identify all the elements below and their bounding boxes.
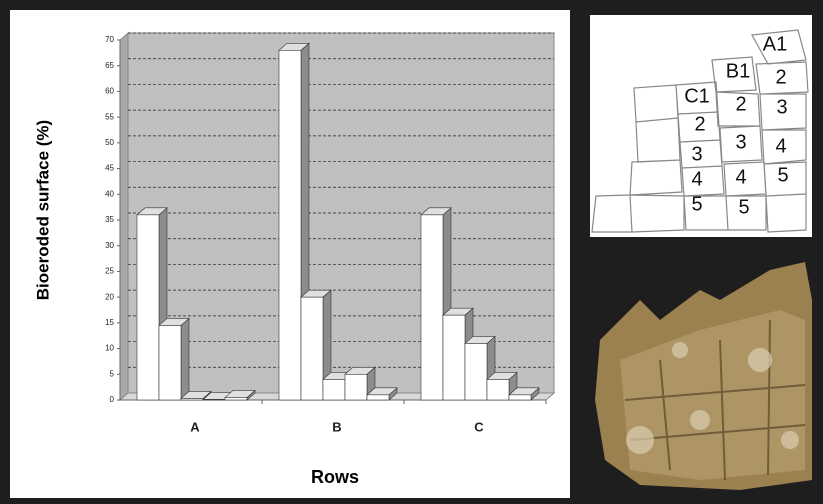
x-tick-label: C <box>474 419 484 434</box>
y-tick-label: 35 <box>105 215 114 224</box>
block-label: 4 <box>735 166 746 188</box>
y-tick-label: 55 <box>105 112 114 121</box>
y-tick-label: 30 <box>105 241 114 250</box>
y-tick-label: 5 <box>110 369 115 378</box>
block-label: 4 <box>775 135 786 157</box>
y-tick-label: 65 <box>105 61 114 70</box>
bar <box>159 325 181 400</box>
y-tick-label: 0 <box>110 395 115 404</box>
bar <box>181 398 203 400</box>
y-tick-label: 15 <box>105 318 114 327</box>
figure: Bioeroded surface (%) Rows 0510152025303… <box>0 0 823 504</box>
block-label: 5 <box>738 196 749 218</box>
bar <box>225 397 247 400</box>
y-tick-label: 50 <box>105 138 114 147</box>
y-tick-label: 70 <box>105 35 114 44</box>
block-label: B1 <box>726 60 750 82</box>
bar <box>301 297 323 400</box>
bar <box>421 215 443 400</box>
block-label: 5 <box>691 193 702 215</box>
bar <box>137 215 159 400</box>
block-label: 3 <box>691 143 702 165</box>
bar <box>443 315 465 400</box>
bar <box>203 399 225 400</box>
y-tick-label: 20 <box>105 292 114 301</box>
x-axis-label: Rows <box>311 467 359 487</box>
plot: 0 5 10 15 20 25 30 35 40 45 50 55 60 65 70 A B C <box>105 33 554 434</box>
block-label: 2 <box>694 113 705 135</box>
y-tick-label: 40 <box>105 189 114 198</box>
bar-side <box>181 318 189 400</box>
y-axis-label: Bioeroded surface (%) <box>33 120 52 300</box>
block-label: 2 <box>735 93 746 115</box>
x-tick-label: B <box>332 419 341 434</box>
block-label: 3 <box>735 131 746 153</box>
y-tick-label: 60 <box>105 87 114 96</box>
block-label: C1 <box>684 85 710 107</box>
bar <box>279 50 301 400</box>
block-label: A1 <box>763 33 787 55</box>
block-label: 3 <box>776 96 787 118</box>
y-tick-label: 10 <box>105 344 114 353</box>
bar <box>323 379 345 400</box>
block-label: 5 <box>777 164 788 186</box>
side-wall <box>120 33 128 400</box>
x-tick-label: A <box>190 419 200 434</box>
bar <box>465 343 487 400</box>
block-label: 4 <box>691 168 702 190</box>
bar <box>487 379 509 400</box>
bar <box>509 395 531 400</box>
bar <box>345 374 367 400</box>
y-tick-label: 45 <box>105 164 114 173</box>
bar <box>367 395 389 400</box>
block-label: 2 <box>775 66 786 88</box>
y-tick-label: 25 <box>105 267 114 276</box>
